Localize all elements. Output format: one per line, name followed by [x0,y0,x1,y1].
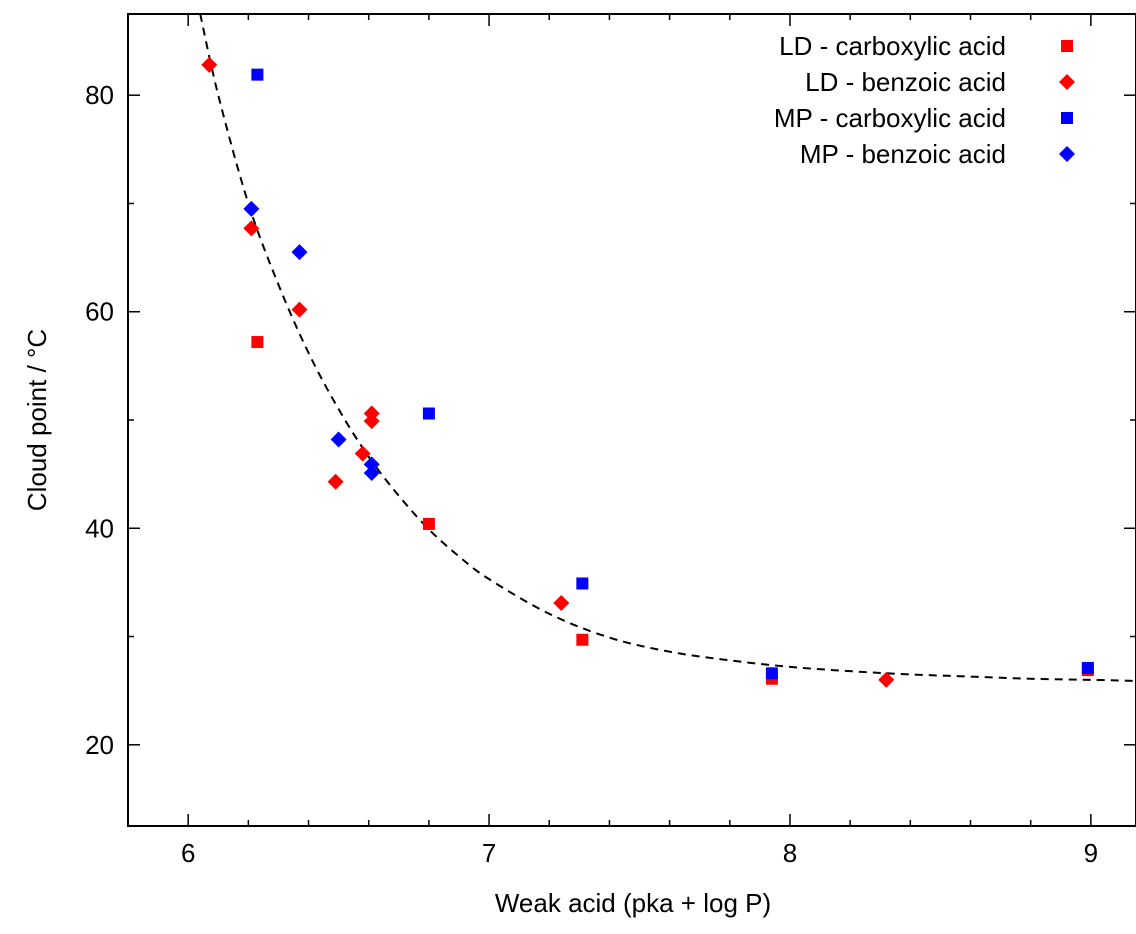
fit-curve [199,14,1136,682]
data-point [251,336,264,349]
data-point [201,56,218,73]
data-point [327,473,344,490]
legend-item: MP - benzoic acid [800,139,1075,169]
data-point [765,667,778,680]
x-tick-label: 7 [482,838,496,868]
data-point [576,633,589,646]
legend: LD - carboxylic acid LD - benzoic acid MP … [774,31,1075,169]
data-point [363,456,380,473]
y-tick-label: 40 [85,513,114,543]
legend-swatch [1061,112,1073,124]
legend-label: MP - carboxylic acid [774,103,1006,133]
legend-label: LD - carboxylic acid [779,31,1006,61]
data-point [243,220,260,237]
data-point [422,407,435,420]
legend-swatch [1061,40,1073,52]
y-axis-label: Cloud point / °C [22,329,52,511]
y-tick-label: 80 [85,80,114,110]
x-tick-label: 9 [1084,838,1098,868]
legend-label: MP - benzoic acid [800,139,1006,169]
data-points-group [201,56,1094,688]
data-point [243,200,260,217]
data-point [354,445,371,462]
data-point [363,465,380,482]
data-point [422,517,435,530]
data-point [330,431,347,448]
y-tick-label: 20 [85,730,114,760]
x-axis-label: Weak acid (pka + log P) [495,888,771,918]
data-point [251,68,264,81]
series-1 [251,336,1094,685]
data-point [291,301,308,318]
legend-swatch [1059,74,1075,90]
legend-item: LD - benzoic acid [805,67,1075,97]
data-point [553,594,570,611]
x-tick-label: 6 [181,838,195,868]
legend-label: LD - benzoic acid [805,67,1006,97]
data-point [1081,661,1094,674]
series-2 [201,56,895,688]
data-point [576,577,589,590]
plot-frame-group [127,13,1136,827]
data-point [291,244,308,261]
series-3 [251,68,1094,680]
legend-item: MP - carboxylic acid [774,103,1073,133]
data-point [878,671,895,688]
fit-curve-group [199,14,1136,682]
y-tick-label: 60 [85,297,114,327]
series-4 [243,200,380,482]
plot-frame [127,13,1136,827]
x-tick-label: 8 [783,838,797,868]
legend-swatch [1059,146,1075,162]
legend-item: LD - carboxylic acid [779,31,1073,61]
data-point [363,413,380,430]
axis-ticks-group: 6 7 8 9 20 40 60 80 [85,14,1136,868]
